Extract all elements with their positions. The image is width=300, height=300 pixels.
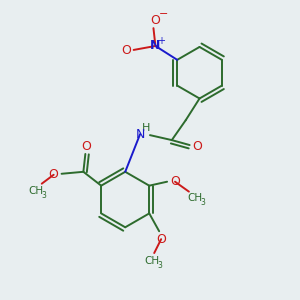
Text: 3: 3 (41, 191, 46, 200)
Text: CH: CH (187, 193, 202, 202)
Text: O: O (151, 14, 160, 27)
Text: H: H (142, 123, 150, 133)
Text: O: O (81, 140, 91, 152)
Text: 3: 3 (158, 261, 163, 270)
Text: O: O (156, 233, 166, 246)
Text: CH: CH (145, 256, 160, 266)
Text: O: O (121, 44, 130, 57)
Text: 3: 3 (200, 198, 205, 207)
Text: N: N (150, 40, 161, 52)
Text: O: O (49, 168, 58, 181)
Text: +: + (158, 36, 165, 46)
Text: O: O (193, 140, 202, 152)
Text: O: O (170, 175, 180, 188)
Text: CH: CH (28, 186, 44, 196)
Text: N: N (135, 128, 145, 141)
Text: −: − (159, 9, 168, 19)
